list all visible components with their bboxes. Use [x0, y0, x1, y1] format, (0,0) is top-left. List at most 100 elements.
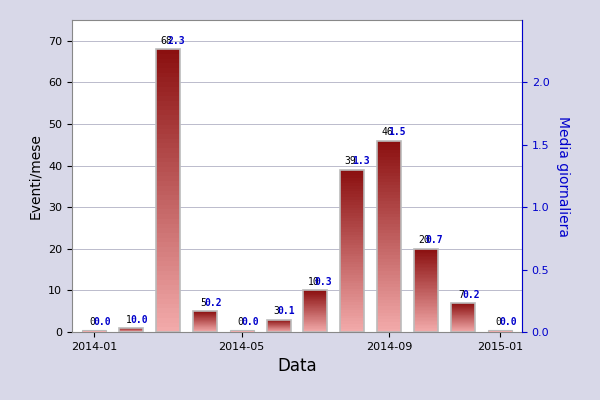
Bar: [340, 248, 364, 251]
Bar: [414, 257, 438, 258]
Bar: [156, 294, 180, 299]
Bar: [451, 305, 475, 306]
Bar: [304, 316, 328, 317]
Text: 68: 68: [160, 36, 172, 46]
Bar: [451, 325, 475, 326]
Bar: [414, 286, 438, 288]
Bar: [414, 250, 438, 252]
Bar: [451, 326, 475, 327]
Bar: [340, 216, 364, 218]
Bar: [451, 308, 475, 309]
Bar: [414, 290, 438, 292]
Bar: [377, 303, 401, 306]
Bar: [377, 246, 401, 249]
Bar: [340, 229, 364, 232]
Bar: [340, 178, 364, 180]
Bar: [340, 329, 364, 332]
Bar: [304, 306, 328, 307]
Bar: [340, 259, 364, 262]
Bar: [414, 249, 438, 332]
Bar: [304, 293, 328, 294]
Bar: [377, 160, 401, 163]
Bar: [377, 290, 401, 294]
Bar: [156, 139, 180, 144]
Bar: [230, 330, 254, 332]
Bar: [377, 163, 401, 166]
Bar: [414, 296, 438, 297]
Text: 0: 0: [89, 316, 95, 326]
Text: 2.3: 2.3: [167, 36, 185, 46]
Bar: [377, 287, 401, 290]
Text: 0: 0: [495, 316, 501, 326]
Bar: [340, 170, 364, 172]
Bar: [340, 310, 364, 313]
Bar: [377, 214, 401, 217]
Bar: [377, 284, 401, 287]
Bar: [451, 311, 475, 312]
Text: 1.5: 1.5: [389, 127, 406, 137]
Bar: [377, 262, 401, 265]
Bar: [451, 330, 475, 331]
Bar: [304, 309, 328, 310]
Bar: [156, 327, 180, 332]
Bar: [156, 176, 180, 181]
Bar: [377, 144, 401, 147]
Bar: [340, 300, 364, 302]
Bar: [340, 262, 364, 264]
Bar: [340, 183, 364, 186]
Bar: [414, 281, 438, 282]
Bar: [451, 328, 475, 329]
Bar: [156, 280, 180, 285]
Bar: [340, 313, 364, 316]
Bar: [377, 243, 401, 246]
Bar: [414, 274, 438, 275]
Bar: [156, 200, 180, 205]
Bar: [377, 150, 401, 153]
Bar: [156, 276, 180, 280]
Text: 0.0: 0.0: [499, 316, 517, 326]
Bar: [156, 58, 180, 63]
Bar: [377, 322, 401, 326]
Bar: [156, 124, 180, 129]
Text: 0.1: 0.1: [278, 306, 295, 316]
Bar: [377, 176, 401, 179]
Bar: [377, 224, 401, 227]
Bar: [377, 329, 401, 332]
Bar: [340, 240, 364, 243]
Bar: [451, 303, 475, 332]
Bar: [304, 319, 328, 320]
Bar: [414, 329, 438, 331]
Bar: [304, 290, 328, 291]
Bar: [414, 267, 438, 268]
Bar: [156, 167, 180, 172]
Bar: [414, 270, 438, 271]
Bar: [340, 186, 364, 189]
Bar: [451, 327, 475, 328]
Bar: [156, 247, 180, 252]
Bar: [156, 73, 180, 78]
Bar: [451, 318, 475, 319]
Bar: [377, 201, 401, 204]
Bar: [414, 318, 438, 320]
Bar: [451, 319, 475, 320]
Bar: [156, 210, 180, 214]
Bar: [414, 289, 438, 290]
Bar: [304, 302, 328, 303]
Bar: [340, 205, 364, 208]
Bar: [414, 276, 438, 278]
Bar: [304, 328, 328, 329]
Bar: [340, 278, 364, 281]
Bar: [304, 301, 328, 302]
Bar: [304, 317, 328, 318]
Bar: [451, 315, 475, 316]
Bar: [156, 190, 180, 195]
Bar: [377, 272, 401, 274]
Bar: [377, 217, 401, 220]
Bar: [451, 312, 475, 313]
Bar: [156, 68, 180, 73]
Bar: [156, 49, 180, 332]
Text: 0.0: 0.0: [241, 316, 259, 326]
Bar: [156, 214, 180, 219]
Bar: [304, 290, 328, 332]
Bar: [156, 129, 180, 134]
